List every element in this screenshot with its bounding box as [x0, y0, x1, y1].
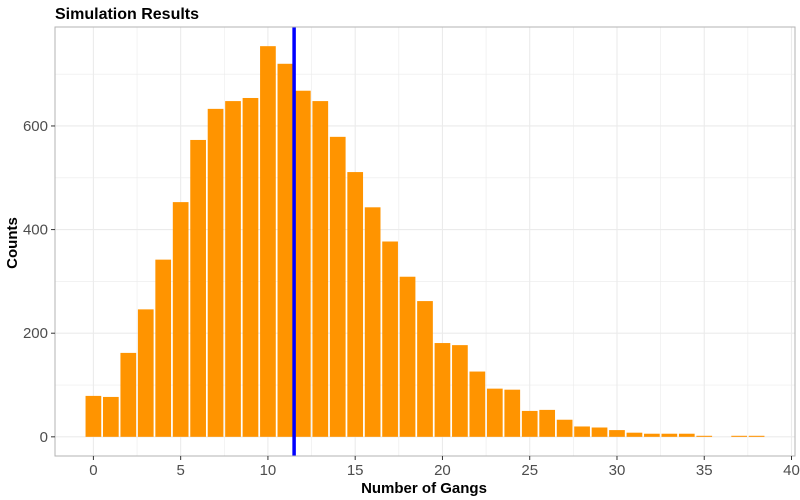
- bar: [382, 241, 398, 437]
- bar: [644, 433, 660, 437]
- bar: [347, 172, 364, 437]
- bar: [591, 427, 608, 437]
- bar: [678, 433, 695, 437]
- x-axis-title: Number of Gangs: [361, 480, 487, 497]
- y-tick-label: 600: [23, 118, 48, 135]
- bar: [155, 259, 172, 437]
- bar: [486, 388, 503, 437]
- bar: [137, 309, 154, 437]
- bar: [207, 108, 224, 437]
- bar: [661, 433, 678, 437]
- bar: [417, 301, 433, 437]
- chart-title: Simulation Results: [55, 6, 199, 23]
- y-tick-label: 200: [23, 325, 48, 342]
- bar: [556, 419, 573, 437]
- y-tick-label: 0: [40, 429, 48, 446]
- x-tick-label: 35: [696, 462, 713, 479]
- x-axis: 0 5 10 15 20 25 30 35 40: [89, 456, 800, 479]
- bar: [434, 343, 451, 437]
- bar: [85, 395, 102, 437]
- bar: [539, 409, 556, 437]
- bar: [329, 136, 346, 437]
- x-tick-label: 0: [89, 462, 97, 479]
- bar: [504, 389, 521, 437]
- panel-border: [54, 26, 796, 457]
- bar: [312, 101, 329, 437]
- y-tick-label: 400: [23, 222, 48, 239]
- x-tick-label: 25: [521, 462, 538, 479]
- bar: [521, 410, 538, 437]
- bars-group: [85, 46, 765, 437]
- x-tick-label: 40: [783, 462, 800, 479]
- bar: [277, 63, 294, 437]
- x-tick-label: 15: [347, 462, 364, 479]
- x-tick-label: 20: [434, 462, 451, 479]
- bar: [469, 371, 486, 437]
- bar: [626, 432, 643, 437]
- bar: [696, 435, 713, 437]
- x-tick-label: 10: [260, 462, 277, 479]
- bar: [609, 430, 625, 437]
- bar: [294, 90, 311, 437]
- bar: [102, 396, 119, 437]
- bar: [172, 202, 189, 437]
- bar: [242, 97, 259, 437]
- bar: [574, 426, 590, 437]
- bar: [452, 345, 468, 437]
- bar: [260, 46, 276, 437]
- bar: [731, 435, 748, 437]
- bar: [225, 101, 241, 437]
- bar: [120, 352, 137, 437]
- x-tick-label: 5: [176, 462, 184, 479]
- y-axis: 0 200 400 600: [23, 118, 55, 446]
- bar: [190, 139, 206, 437]
- bar: [399, 276, 416, 437]
- y-axis-title: Counts: [4, 217, 21, 269]
- bar: [748, 435, 765, 437]
- bar: [364, 207, 381, 437]
- x-tick-label: 30: [609, 462, 626, 479]
